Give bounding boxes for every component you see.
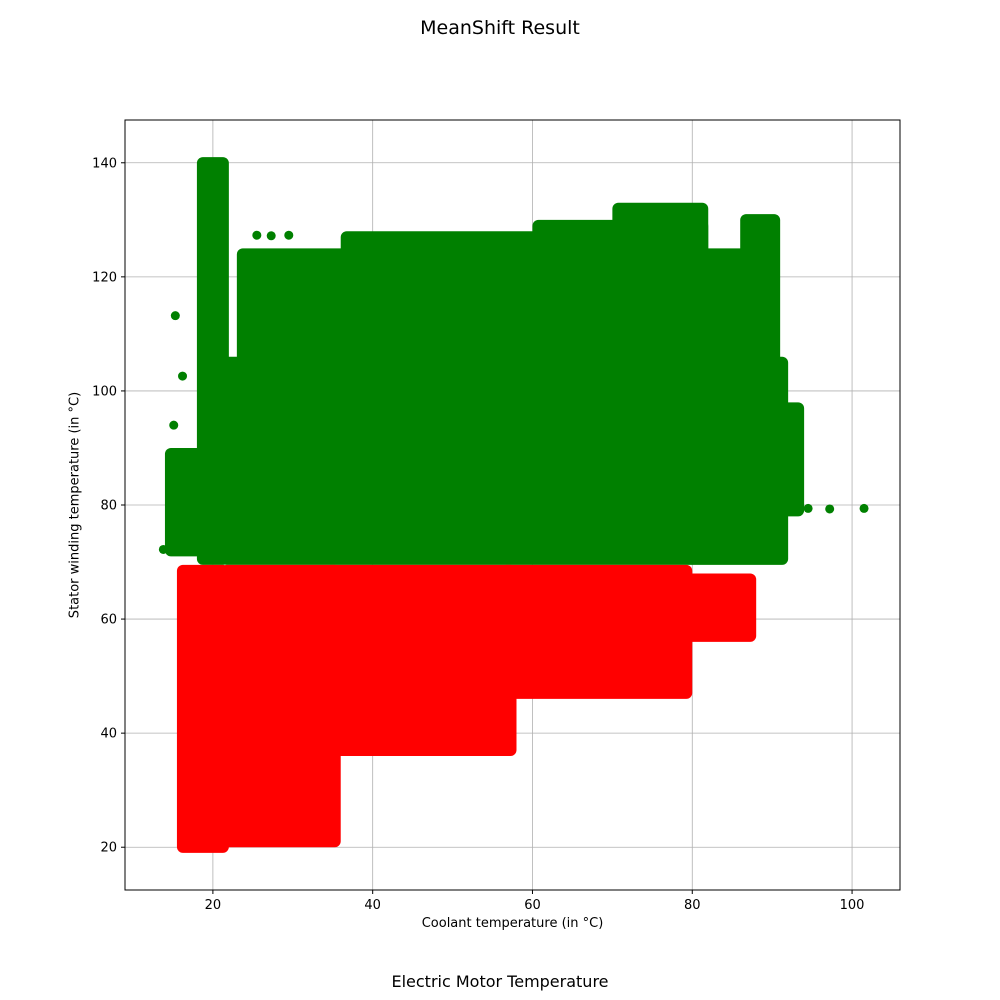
figure-footer-title: Electric Motor Temperature bbox=[391, 972, 609, 991]
cluster-region bbox=[500, 564, 693, 699]
x-tick-label: 40 bbox=[364, 898, 381, 913]
y-tick-label: 140 bbox=[92, 156, 117, 171]
cluster-region bbox=[676, 573, 757, 642]
x-tick-label: 60 bbox=[524, 898, 541, 913]
y-axis-label: Stator winding temperature (in °C) bbox=[67, 391, 83, 619]
y-tick-label: 120 bbox=[92, 270, 117, 285]
x-tick-label: 100 bbox=[840, 898, 865, 913]
cluster-region bbox=[756, 402, 805, 517]
green-cluster-regions bbox=[164, 157, 805, 565]
scatter-point bbox=[859, 503, 869, 513]
scatter-point bbox=[825, 504, 835, 514]
red-cluster-regions bbox=[176, 564, 757, 853]
scatter-point bbox=[158, 544, 168, 554]
cluster-region bbox=[740, 214, 781, 448]
scatter-point bbox=[514, 676, 524, 686]
scatter-point bbox=[803, 503, 813, 513]
scatter-point bbox=[252, 230, 262, 240]
y-tick-label: 20 bbox=[100, 841, 117, 856]
y-tick-label: 100 bbox=[92, 384, 117, 399]
scatter-point bbox=[170, 311, 180, 321]
cluster-region bbox=[324, 564, 517, 756]
scatter-point bbox=[178, 371, 188, 381]
y-tick-label: 40 bbox=[100, 727, 117, 742]
cluster-region bbox=[220, 356, 789, 565]
chart-title: MeanShift Result bbox=[420, 17, 580, 39]
scatter-point bbox=[284, 230, 294, 240]
y-axis-ticks: 20 40 60 80 100 120 140 bbox=[92, 156, 125, 856]
data-points bbox=[158, 230, 869, 691]
cluster-region bbox=[220, 564, 341, 848]
x-tick-label: 20 bbox=[205, 898, 222, 913]
x-tick-label: 80 bbox=[684, 898, 701, 913]
x-axis-label: Coolant temperature (in °C) bbox=[421, 916, 604, 931]
scatter-point bbox=[266, 231, 276, 241]
scatter-point bbox=[170, 544, 180, 554]
x-axis-ticks: 20 40 60 80 100 bbox=[205, 890, 865, 913]
cluster-region bbox=[340, 231, 549, 357]
scatter-point bbox=[169, 420, 179, 430]
y-tick-label: 80 bbox=[100, 499, 117, 514]
scatter-point bbox=[565, 681, 575, 691]
y-tick-label: 60 bbox=[100, 613, 117, 628]
cluster-region bbox=[164, 447, 213, 557]
cluster-region bbox=[532, 219, 709, 277]
cluster-region bbox=[176, 564, 229, 853]
scatter-point bbox=[586, 246, 596, 256]
